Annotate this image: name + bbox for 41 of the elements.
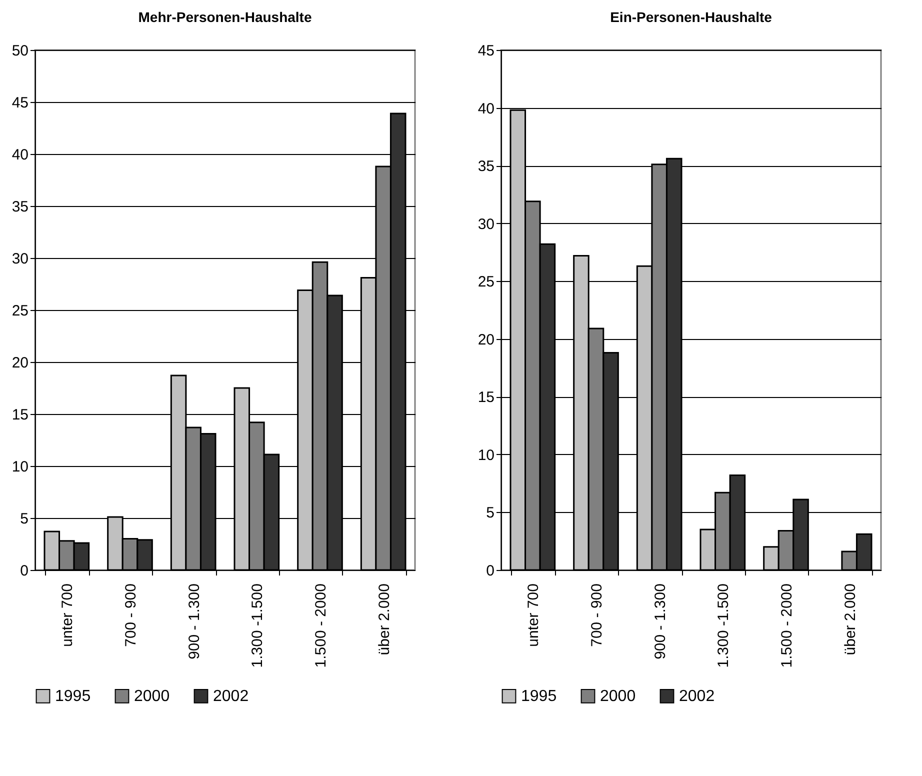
y-tick-label: 30 — [12, 250, 28, 268]
y-tick-label: 0 — [20, 562, 28, 580]
y-tick-label: 25 — [12, 302, 28, 320]
x-tick-label: 1.300 -1.500 — [715, 584, 732, 668]
y-tick-label: 40 — [12, 146, 28, 164]
legend-label: 1995 — [55, 688, 91, 706]
chart-title: Mehr-Personen-Haushalte — [138, 9, 312, 25]
y-tick-label: 5 — [486, 504, 494, 522]
x-tick-label: 1.500 - 2000 — [778, 584, 796, 668]
y-tick-label: 5 — [20, 510, 28, 528]
legend-label: 2000 — [134, 688, 170, 706]
y-tick-label: 35 — [12, 198, 28, 216]
y-tick-label: 15 — [12, 406, 28, 424]
x-tick-label: 700 - 900 — [588, 584, 606, 647]
y-tick-label: 10 — [478, 446, 494, 464]
y-tick-label: 15 — [478, 389, 494, 406]
x-tick-label: 1.500 - 2000 — [312, 584, 330, 668]
y-tick-label: 40 — [478, 100, 494, 118]
y-tick-label: 30 — [478, 216, 494, 233]
x-tick-label: unter 700 — [59, 584, 76, 647]
legend-label: 1995 — [521, 688, 557, 706]
y-tick-label: 45 — [478, 42, 494, 60]
y-tick-label: 25 — [478, 274, 494, 291]
y-tick-label: 0 — [486, 562, 494, 580]
legend-label: 2000 — [600, 688, 636, 706]
y-tick-label: 50 — [12, 42, 28, 60]
x-tick-label: 900 - 1.300 — [186, 584, 203, 660]
y-tick-label: 20 — [478, 331, 494, 348]
chart-title: Ein-Personen-Haushalte — [610, 9, 772, 25]
x-tick-label: unter 700 — [525, 584, 542, 647]
x-tick-label: über 2.000 — [842, 584, 859, 656]
x-tick-label: 700 - 900 — [122, 584, 140, 647]
y-tick-label: 45 — [12, 94, 28, 112]
legend-label: 2002 — [679, 688, 715, 706]
y-tick-label: 35 — [478, 158, 494, 176]
y-tick-label: 10 — [12, 458, 28, 476]
x-tick-label: 900 - 1.300 — [652, 584, 669, 660]
x-tick-label: über 2.000 — [376, 584, 393, 656]
y-tick-label: 20 — [12, 354, 28, 372]
legend-label: 2002 — [213, 688, 249, 706]
x-tick-label: 1.300 -1.500 — [249, 584, 266, 668]
